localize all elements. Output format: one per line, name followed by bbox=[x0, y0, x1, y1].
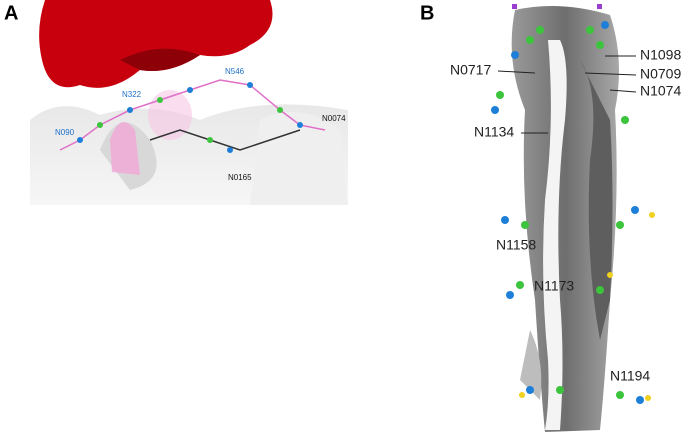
site-label: N1173 bbox=[534, 278, 574, 294]
panel-letter: B bbox=[420, 2, 434, 24]
panel-a-render bbox=[30, 0, 348, 205]
site-label: N0709 bbox=[640, 66, 681, 82]
site-label: N1134 bbox=[474, 124, 514, 140]
site-label: N0165 bbox=[228, 173, 252, 182]
site-label: N1158 bbox=[496, 237, 536, 253]
site-label: N1074 bbox=[640, 83, 681, 99]
site-label: N322 bbox=[122, 90, 142, 99]
site-label: N0717 bbox=[450, 62, 491, 78]
site-label: N546 bbox=[225, 67, 245, 76]
panel-b-render bbox=[491, 4, 655, 432]
site-label: N090 bbox=[55, 128, 75, 137]
site-label: N1098 bbox=[640, 47, 681, 63]
panel-letter: A bbox=[4, 2, 18, 24]
site-label: N1194 bbox=[610, 368, 650, 384]
site-label: N0074 bbox=[322, 114, 346, 123]
